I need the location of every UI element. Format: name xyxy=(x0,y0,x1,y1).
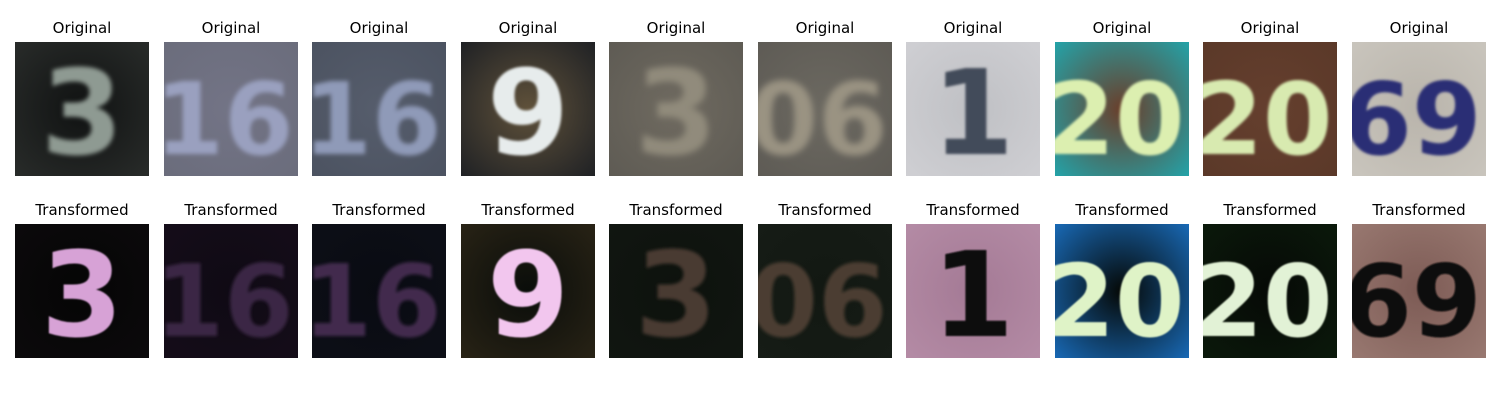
digit-image: 16 xyxy=(312,42,446,176)
digit-image: 1 xyxy=(906,224,1040,358)
digit-glyph: 3 xyxy=(635,226,717,358)
digit-glyph: 3 xyxy=(635,44,717,176)
digit-image: 9 xyxy=(461,42,595,176)
digit-glyph: 9 xyxy=(487,226,569,358)
digit-image: 1 xyxy=(906,42,1040,176)
digit-image: 20 xyxy=(1203,42,1337,176)
digit-image: 16 xyxy=(312,224,446,358)
transformed-cell-5: Transformed 3 xyxy=(609,200,743,358)
cell-title: Transformed xyxy=(184,201,278,219)
digit-image: 20 xyxy=(1055,42,1189,176)
digit-glyph: 20 xyxy=(1055,61,1185,176)
transformed-cell-2: Transformed 16 xyxy=(164,200,298,358)
digit-image: 16 xyxy=(164,224,298,358)
cell-title: Transformed xyxy=(1223,201,1317,219)
digit-glyph: 16 xyxy=(312,61,442,176)
digit-image: 3 xyxy=(15,42,149,176)
cell-title: Transformed xyxy=(778,201,872,219)
cell-title: Original xyxy=(795,19,855,37)
cell-title: Original xyxy=(201,19,261,37)
digit-image: 06 xyxy=(758,224,892,358)
digit-image: 69 xyxy=(1352,224,1486,358)
cell-title: Original xyxy=(1240,19,1300,37)
digit-glyph: 16 xyxy=(164,243,294,358)
original-cell-5: Original 3 xyxy=(609,18,743,176)
digit-image: 69 xyxy=(1352,42,1486,176)
transformed-cell-9: Transformed 20 xyxy=(1203,200,1337,358)
transformed-cell-6: Transformed 06 xyxy=(758,200,892,358)
cell-title: Transformed xyxy=(1075,201,1169,219)
transformed-cell-4: Transformed 9 xyxy=(461,200,595,358)
digit-glyph: 06 xyxy=(758,61,888,176)
cell-title: Original xyxy=(498,19,558,37)
digit-image: 16 xyxy=(164,42,298,176)
digit-image: 3 xyxy=(609,224,743,358)
digit-glyph: 3 xyxy=(41,44,123,176)
cell-title: Original xyxy=(1092,19,1152,37)
original-cell-8: Original 20 xyxy=(1055,18,1189,176)
cell-title: Transformed xyxy=(481,201,575,219)
original-cell-7: Original 1 xyxy=(906,18,1040,176)
digit-image: 20 xyxy=(1055,224,1189,358)
transformed-cell-8: Transformed 20 xyxy=(1055,200,1189,358)
original-cell-4: Original 9 xyxy=(461,18,595,176)
original-cell-6: Original 06 xyxy=(758,18,892,176)
digit-glyph: 16 xyxy=(312,243,442,358)
cell-title: Transformed xyxy=(629,201,723,219)
cell-title: Original xyxy=(646,19,706,37)
digit-image: 3 xyxy=(15,224,149,358)
digit-glyph: 20 xyxy=(1203,243,1333,358)
digit-glyph: 1 xyxy=(932,226,1014,358)
digit-glyph: 20 xyxy=(1203,61,1333,176)
cell-title: Original xyxy=(349,19,409,37)
digit-image: 9 xyxy=(461,224,595,358)
digit-glyph: 69 xyxy=(1352,243,1482,358)
digit-image: 06 xyxy=(758,42,892,176)
digit-glyph: 06 xyxy=(758,243,888,358)
original-cell-9: Original 20 xyxy=(1203,18,1337,176)
digit-glyph: 20 xyxy=(1055,243,1185,358)
digit-image: 20 xyxy=(1203,224,1337,358)
digit-glyph: 1 xyxy=(932,44,1014,176)
cell-title: Original xyxy=(1389,19,1449,37)
cell-title: Original xyxy=(943,19,1003,37)
digit-glyph: 3 xyxy=(41,226,123,358)
cell-title: Transformed xyxy=(332,201,426,219)
original-cell-1: Original 3 xyxy=(15,18,149,176)
cell-title: Transformed xyxy=(926,201,1020,219)
cell-title: Original xyxy=(52,19,112,37)
transformed-cell-3: Transformed 16 xyxy=(312,200,446,358)
transformed-cell-10: Transformed 69 xyxy=(1352,200,1486,358)
original-cell-2: Original 16 xyxy=(164,18,298,176)
original-cell-3: Original 16 xyxy=(312,18,446,176)
original-row: Original 3 Original xyxy=(0,18,1500,178)
transformed-cell-1: Transformed 3 xyxy=(15,200,149,358)
digit-glyph: 16 xyxy=(164,61,294,176)
digit-image: 3 xyxy=(609,42,743,176)
digit-glyph: 9 xyxy=(487,44,569,176)
cell-title: Transformed xyxy=(35,201,129,219)
transformed-cell-7: Transformed 1 xyxy=(906,200,1040,358)
transformed-row: Transformed 3 Transformed xyxy=(0,200,1500,360)
original-cell-10: Original 69 xyxy=(1352,18,1486,176)
cell-title: Transformed xyxy=(1372,201,1466,219)
digit-glyph: 69 xyxy=(1352,61,1482,176)
